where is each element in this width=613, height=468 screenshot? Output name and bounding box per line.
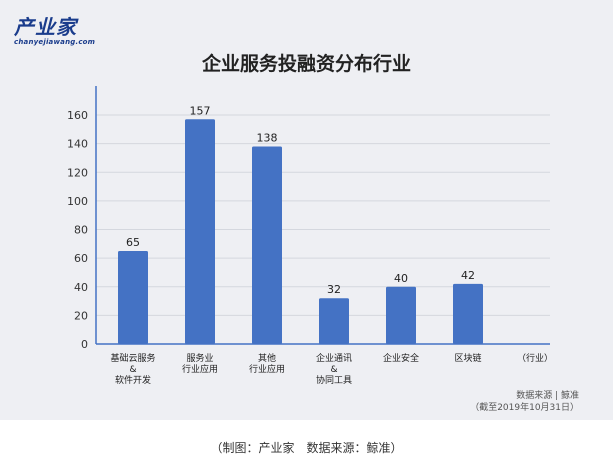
bar-value-label: 42 xyxy=(461,269,475,282)
x-category-label: 服务业 xyxy=(186,352,213,364)
x-category-label: 行业应用 xyxy=(249,363,285,375)
bar xyxy=(453,283,483,344)
x-category-label: 基础云服务 xyxy=(110,352,155,364)
x-category-label: 区块链 xyxy=(454,352,481,364)
x-category-label: & xyxy=(330,365,337,375)
x-category-label: 其他 xyxy=(258,352,276,364)
y-tick-label: 140 xyxy=(67,138,88,151)
chart-card: 产业家 chanyejiawang.com 企业服务投融资分布行业 0 20 40 6… xyxy=(0,0,613,420)
bar xyxy=(252,146,282,344)
brand-logo: 产业家 chanyejiawang.com xyxy=(14,16,95,46)
y-tick-label: 0 xyxy=(81,338,88,351)
bar xyxy=(118,250,148,344)
y-tick-label: 160 xyxy=(67,109,88,122)
y-tick-label: 80 xyxy=(74,224,88,237)
bar-chart: 02040608010012014016065基础云服务&软件开发157服务业行… xyxy=(67,86,553,386)
x-category-label: & xyxy=(129,365,136,375)
bar xyxy=(185,119,215,344)
y-tick-label: 100 xyxy=(67,195,88,208)
bar-value-label: 65 xyxy=(126,236,140,249)
data-source: 数据来源 | 鲸准 （截至2019年10月31日） xyxy=(470,390,579,414)
x-category-label: 协同工具 xyxy=(316,374,352,386)
x-category-label: 企业安全 xyxy=(383,352,419,364)
x-category-label: 行业应用 xyxy=(182,363,218,375)
y-tick-label: 60 xyxy=(74,252,88,265)
bar-value-label: 40 xyxy=(394,272,408,285)
chart-title: 企业服务投融资分布行业 xyxy=(201,53,411,75)
x-category-label: （行业） xyxy=(517,352,553,364)
x-category-label: 企业通讯 xyxy=(316,352,352,364)
bar-value-label: 157 xyxy=(190,104,211,117)
x-category-label: 软件开发 xyxy=(115,374,151,386)
bar xyxy=(319,298,349,344)
y-tick-label: 40 xyxy=(74,281,88,294)
logo-domain: chanyejiawang.com xyxy=(14,38,96,46)
figure-caption: （制图：产业家 数据来源：鲸准） xyxy=(210,441,403,455)
y-tick-label: 120 xyxy=(67,166,88,179)
source-line: 数据来源 | 鲸准 xyxy=(516,391,579,401)
bar-value-label: 32 xyxy=(327,283,341,296)
y-tick-label: 20 xyxy=(74,309,88,322)
bar-value-label: 138 xyxy=(257,131,278,144)
bar xyxy=(386,286,416,344)
logo-name: 产业家 xyxy=(14,15,77,39)
source-date: （截至2019年10月31日） xyxy=(470,403,579,413)
